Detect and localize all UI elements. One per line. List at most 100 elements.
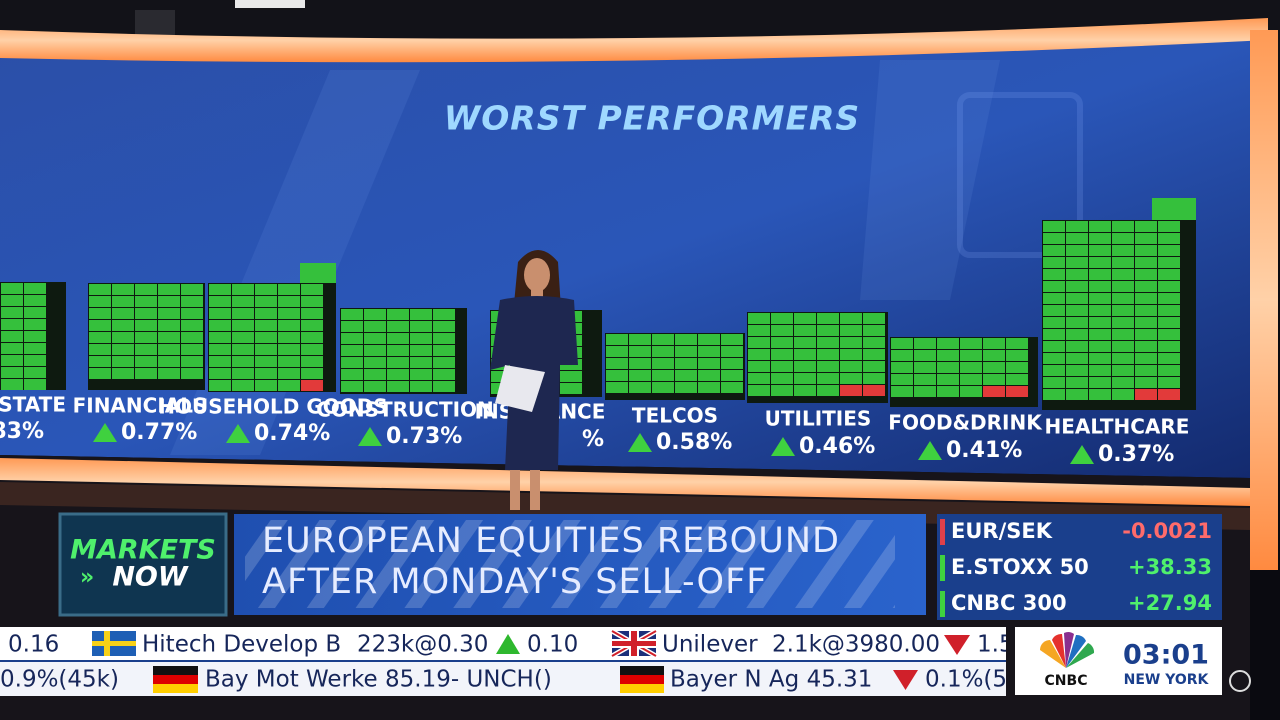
tile	[1089, 305, 1111, 316]
rate-value: +27.94	[1128, 591, 1212, 615]
tile	[433, 369, 455, 380]
tile	[89, 344, 111, 355]
clock-box	[1015, 627, 1222, 695]
tile	[209, 308, 231, 319]
tile	[840, 337, 862, 348]
tile	[1112, 341, 1134, 352]
tile	[1043, 365, 1065, 376]
sector-name: TELCOS	[632, 404, 718, 428]
tile	[1, 343, 23, 354]
tile	[181, 308, 203, 319]
tile	[794, 385, 816, 396]
brand-line1: MARKETS	[70, 535, 216, 566]
rate-value: -0.0021	[1122, 519, 1212, 543]
tile	[1043, 257, 1065, 268]
tile	[301, 356, 323, 367]
sector-change: 0.77%	[121, 420, 197, 445]
arrow-up	[918, 441, 942, 460]
arrow-up	[93, 423, 117, 442]
tile	[891, 338, 913, 349]
rate-value: +38.33	[1128, 555, 1212, 579]
tile	[1112, 317, 1134, 328]
tile	[1006, 350, 1028, 361]
ticker-item: 0.9%(45k)	[0, 667, 119, 693]
tile	[914, 374, 936, 385]
tile	[1, 295, 23, 306]
sector-name: STATE	[0, 393, 66, 417]
tile	[1089, 233, 1111, 244]
sector-change: 83%	[0, 419, 44, 444]
tile	[158, 320, 180, 331]
tile	[232, 356, 254, 367]
tile	[112, 308, 134, 319]
sector-change: 0.74%	[254, 421, 330, 446]
tile	[112, 284, 134, 295]
tile	[1135, 257, 1157, 268]
tile	[1135, 317, 1157, 328]
tile	[278, 308, 300, 319]
rate-name: E.STOXX 50	[951, 555, 1089, 579]
tile	[135, 368, 157, 379]
tile	[1006, 338, 1028, 349]
tile	[983, 338, 1005, 349]
tile	[89, 368, 111, 379]
tile	[410, 345, 432, 356]
tile	[721, 358, 743, 369]
tile	[1135, 245, 1157, 256]
tile	[960, 374, 982, 385]
tile	[983, 374, 1005, 385]
tile	[341, 321, 363, 332]
tile	[1066, 293, 1088, 304]
tile	[698, 334, 720, 345]
tile	[1089, 377, 1111, 388]
tile	[1089, 341, 1111, 352]
clock-time: 03:01	[1123, 640, 1209, 671]
tile	[112, 296, 134, 307]
ticker-item: 2.1k@3980.00	[772, 632, 940, 658]
flag-sweden	[92, 631, 136, 656]
tile	[983, 386, 1005, 397]
tile	[937, 338, 959, 349]
arrow-up	[1070, 445, 1094, 464]
sector-name: CONSTRUCTION	[316, 398, 494, 422]
brand-chevrons: »	[80, 565, 94, 590]
tile	[652, 346, 674, 357]
tile	[364, 333, 386, 344]
tile	[301, 344, 323, 355]
ticker-item: Hitech Develop B	[142, 632, 341, 658]
tile	[181, 368, 203, 379]
tile	[1112, 281, 1134, 292]
tile	[1066, 269, 1088, 280]
sector-change: 0.58%	[656, 430, 732, 455]
tile	[278, 356, 300, 367]
tile	[232, 308, 254, 319]
tile	[1, 307, 23, 318]
bg-shape	[957, 92, 1083, 258]
tile	[1089, 353, 1111, 364]
tile	[606, 370, 628, 381]
tile	[232, 344, 254, 355]
tile	[891, 374, 913, 385]
tile	[135, 296, 157, 307]
tile	[698, 370, 720, 381]
ticker-item: 0.16	[8, 632, 59, 658]
tile	[863, 385, 885, 396]
tile	[341, 369, 363, 380]
tile	[1066, 221, 1088, 232]
tile	[410, 309, 432, 320]
tile	[341, 333, 363, 344]
tile	[1089, 365, 1111, 376]
tile	[158, 332, 180, 343]
tile	[1135, 293, 1157, 304]
tile	[158, 344, 180, 355]
tile	[1135, 353, 1157, 364]
tile	[1043, 341, 1065, 352]
arrow-down	[893, 670, 918, 690]
tile	[135, 344, 157, 355]
wall-title: WORST PERFORMERS	[444, 99, 860, 138]
tile	[209, 344, 231, 355]
tile	[794, 361, 816, 372]
tile	[1006, 362, 1028, 373]
arrow-up	[358, 427, 382, 446]
tile	[1135, 305, 1157, 316]
